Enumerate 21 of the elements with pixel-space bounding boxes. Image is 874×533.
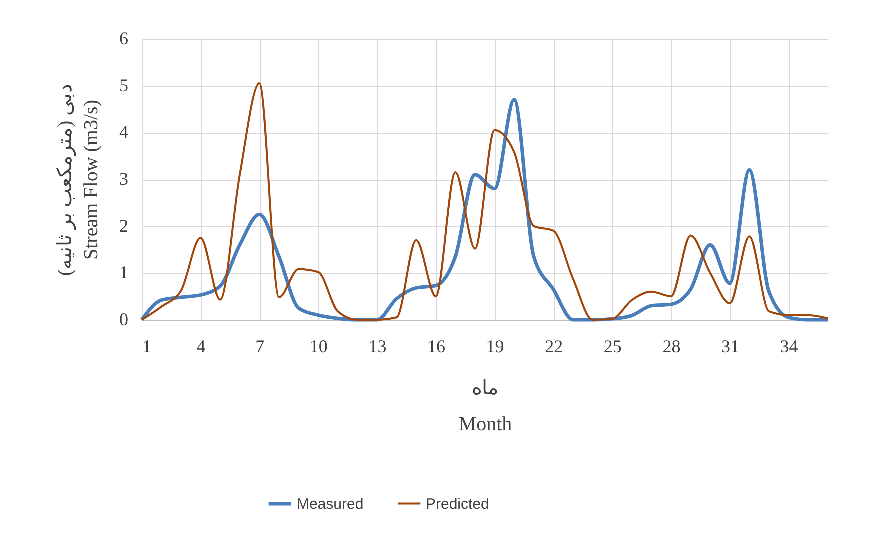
y-tick-label: 6 <box>120 28 128 48</box>
x-tick-label: 22 <box>545 336 564 356</box>
legend-label: Measured <box>297 496 364 513</box>
x-tick-label: 25 <box>604 336 622 356</box>
x-tick-label: 13 <box>368 336 387 356</box>
y-tick-label: 3 <box>120 169 128 189</box>
x-tick-label: 10 <box>310 336 328 356</box>
x-tick-label: 31 <box>722 336 740 356</box>
y-tick-label: 4 <box>120 122 128 142</box>
legend-label: Predicted <box>426 496 490 513</box>
y-tick-label: 1 <box>120 262 128 283</box>
x-tick-label: 28 <box>662 336 681 356</box>
x-tick-label: 16 <box>428 336 446 356</box>
y-tick-label: 5 <box>120 75 128 96</box>
x-tick-label: 7 <box>256 336 265 356</box>
x-tick-label: 4 <box>196 336 206 356</box>
y-tick-label: 2 <box>120 216 128 236</box>
y-tick-label: 0 <box>120 310 128 330</box>
x-tick-label: 34 <box>780 336 798 356</box>
x-tick-label: 1 <box>142 336 152 356</box>
x-tick-label: 19 <box>486 336 504 356</box>
